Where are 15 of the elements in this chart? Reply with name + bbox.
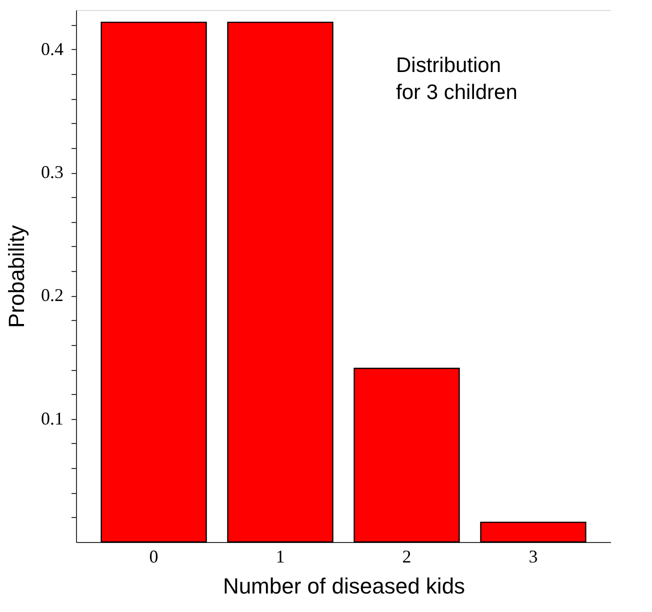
x-tick-label: 2	[402, 546, 412, 566]
x-axis-title: Number of diseased kids	[222, 574, 466, 598]
x-tick-label: 3	[528, 546, 538, 566]
y-axis-title: Probability	[4, 225, 29, 328]
x-tick-label: 0	[149, 546, 158, 566]
x-tick-label: 1	[276, 546, 285, 566]
bar	[354, 368, 460, 543]
bar	[480, 522, 586, 543]
y-tick-label: 0.1	[41, 408, 64, 428]
y-tick-label: 0.4	[41, 38, 64, 59]
bar	[227, 22, 334, 543]
annotation: Distribution for 3 children	[396, 54, 518, 104]
y-tick-label: 0.2	[41, 285, 64, 306]
bar	[100, 22, 207, 543]
y-tick-label: 0.3	[41, 162, 64, 182]
